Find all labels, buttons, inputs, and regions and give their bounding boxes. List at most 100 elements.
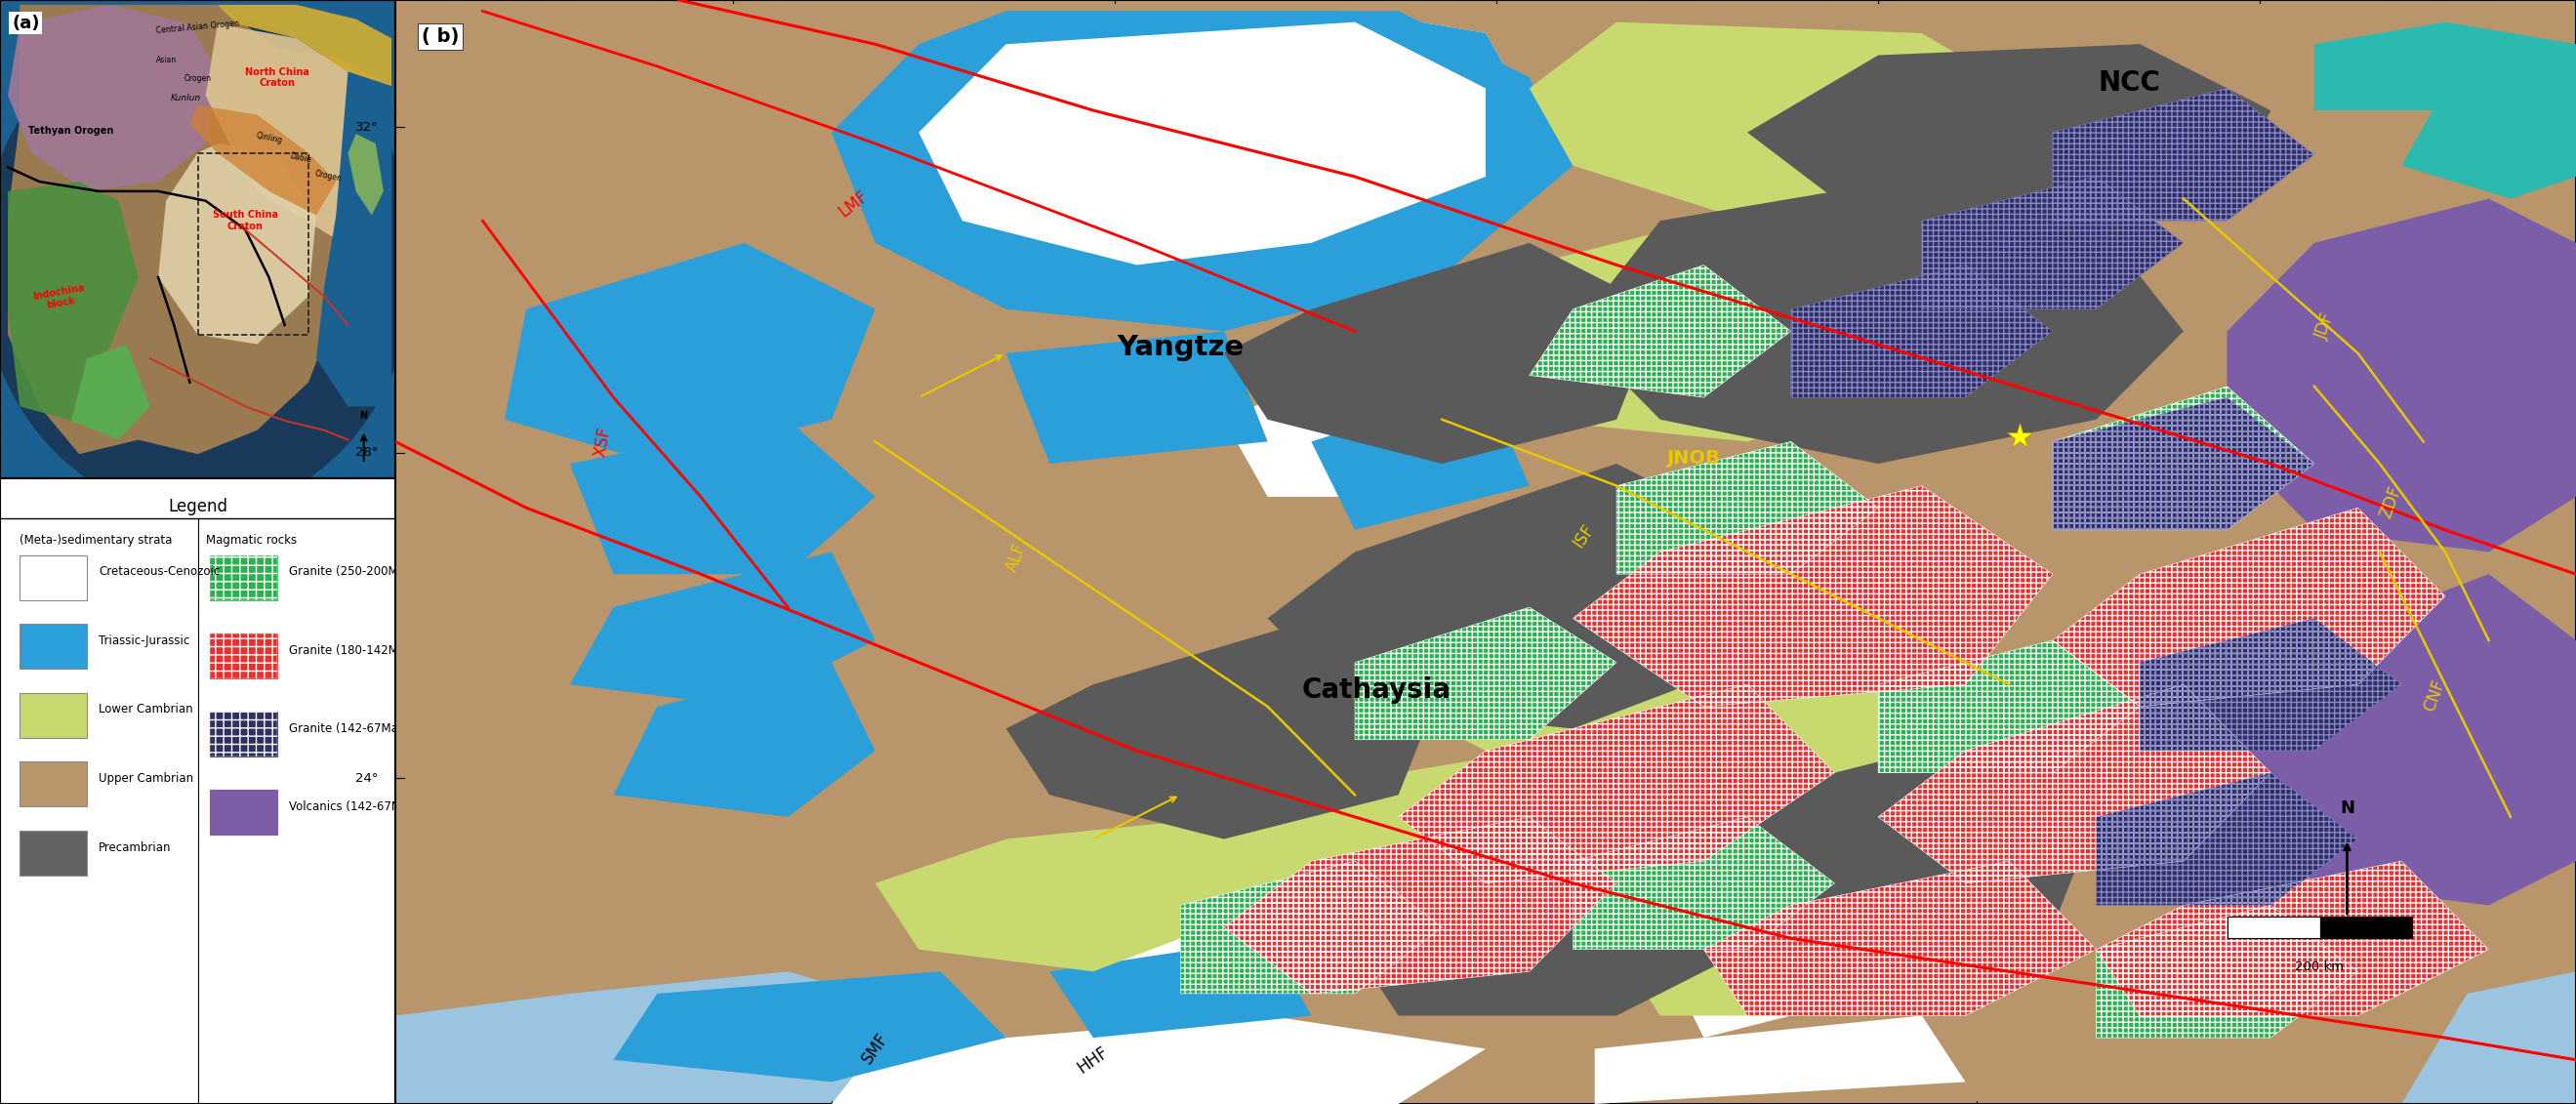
Text: Tethyan Orogen: Tethyan Orogen [28,126,113,136]
Polygon shape [2053,607,2401,839]
Text: Granite (180-142Ma): Granite (180-142Ma) [289,644,410,657]
Text: Dabie: Dabie [289,151,312,164]
Polygon shape [1355,607,1618,740]
Polygon shape [1574,177,2184,464]
Polygon shape [1399,684,1834,883]
Text: ALF: ALF [1005,541,1030,574]
Text: 28°: 28° [355,446,379,459]
Text: ISF: ISF [1569,520,1597,551]
Polygon shape [1355,861,1747,1016]
Polygon shape [317,72,392,406]
Polygon shape [1224,817,1618,994]
Text: Magmatic rocks: Magmatic rocks [206,534,296,548]
Polygon shape [1878,44,2184,177]
Text: 200 km: 200 km [2295,960,2344,973]
Polygon shape [1007,331,1267,464]
Text: N: N [361,411,368,421]
Polygon shape [832,1016,1486,1104]
Polygon shape [1703,861,2097,1016]
Polygon shape [1618,861,2030,1016]
Polygon shape [1659,905,1878,1038]
Polygon shape [2313,22,2576,110]
Ellipse shape [0,12,415,513]
Polygon shape [8,4,392,454]
Text: HHF: HHF [1074,1043,1113,1076]
Polygon shape [2053,88,2313,221]
Polygon shape [2097,905,2357,1038]
Polygon shape [1747,44,2269,243]
Polygon shape [876,817,1267,972]
Text: LMF: LMF [835,188,871,221]
Bar [2321,916,2414,938]
Bar [209,711,276,756]
Text: Indochina
block: Indochina block [31,283,88,312]
Text: Asian: Asian [155,55,175,64]
Text: Upper Cambrian: Upper Cambrian [98,772,193,785]
Polygon shape [1048,861,1267,994]
Polygon shape [2053,508,2445,707]
Text: CNF: CNF [2421,677,2447,714]
Bar [21,555,88,601]
Polygon shape [1007,607,1443,839]
Polygon shape [1574,486,2053,707]
Bar [209,634,276,678]
Text: Yangtze: Yangtze [1118,335,1244,361]
Polygon shape [1878,640,2141,773]
Bar [21,830,88,875]
Text: Precambrian: Precambrian [98,841,173,853]
Polygon shape [1180,751,1574,927]
Text: South China
Craton: South China Craton [211,211,278,232]
Polygon shape [8,182,139,421]
Polygon shape [8,4,216,191]
Polygon shape [191,105,335,215]
Polygon shape [1618,442,1878,574]
Text: Cretaceous-Cenozoic: Cretaceous-Cenozoic [98,565,219,578]
Polygon shape [348,134,384,215]
Text: Granite (250-200Ma): Granite (250-200Ma) [289,565,410,578]
Bar [209,555,276,601]
Polygon shape [206,24,392,240]
Polygon shape [2097,773,2357,905]
Bar [209,711,276,756]
Polygon shape [1922,177,2184,309]
Text: NCC: NCC [2097,70,2161,96]
Polygon shape [216,4,392,86]
Text: JNOB: JNOB [1667,449,1721,467]
Polygon shape [920,22,1486,265]
Polygon shape [397,972,1007,1104]
Polygon shape [876,11,1530,309]
Text: Orogen: Orogen [314,169,343,183]
Polygon shape [832,11,1574,331]
Polygon shape [569,420,876,574]
Text: Kunlun: Kunlun [170,94,201,103]
Polygon shape [2053,397,2313,530]
Polygon shape [2401,972,2576,1104]
Text: (a): (a) [13,14,39,32]
Text: Central Asian Orogen: Central Asian Orogen [155,20,240,35]
Text: Cathaysia: Cathaysia [1301,677,1450,703]
Polygon shape [876,11,1530,309]
Text: Triassic-Jurassic: Triassic-Jurassic [98,635,191,647]
Polygon shape [1790,265,2053,397]
Polygon shape [1267,464,1747,729]
Polygon shape [613,662,876,817]
Text: ( b): ( b) [422,28,459,46]
Polygon shape [2228,574,2576,905]
Polygon shape [1618,729,2097,972]
Text: Granite (142-67Ma): Granite (142-67Ma) [289,722,402,735]
Polygon shape [1443,486,1703,618]
Polygon shape [569,552,876,707]
Bar [21,762,88,807]
Text: N: N [2339,799,2354,817]
Text: SMF: SMF [858,1030,891,1068]
Polygon shape [2053,386,2313,530]
Polygon shape [1048,938,1311,1038]
Polygon shape [2401,44,2576,199]
Polygon shape [1224,243,1659,464]
Polygon shape [1224,353,1486,497]
Polygon shape [1574,817,1834,949]
Text: 32°: 32° [355,120,379,134]
Polygon shape [1595,1016,1965,1104]
Polygon shape [1530,22,2053,221]
Text: XSF: XSF [592,425,613,458]
